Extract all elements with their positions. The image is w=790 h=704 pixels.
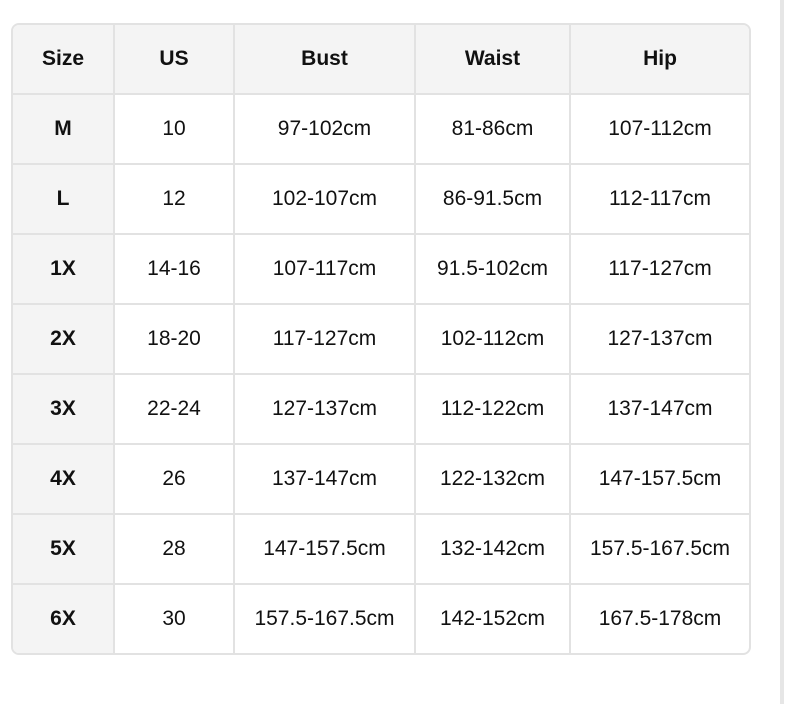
size-table: Size US Bust Waist Hip M 10 97-102cm 81-86cm 107…: [13, 25, 749, 653]
size-label: L: [13, 163, 115, 235]
table-cell: 86-91.5cm: [414, 163, 571, 235]
table-cell: 91.5-102cm: [414, 233, 571, 305]
table-cell: 112-117cm: [569, 163, 749, 235]
table-row: 1X 14-16 107-117cm 91.5-102cm 117-127cm: [13, 233, 749, 305]
column-header-size: Size: [13, 25, 115, 95]
column-header-waist: Waist: [414, 25, 571, 95]
table-cell: 157.5-167.5cm: [569, 513, 749, 585]
scrollbar-track[interactable]: [780, 0, 784, 704]
size-label: 6X: [13, 583, 115, 653]
table-row: 3X 22-24 127-137cm 112-122cm 137-147cm: [13, 373, 749, 445]
table-cell: 107-112cm: [569, 94, 749, 165]
column-header-bust: Bust: [233, 25, 416, 95]
size-label: 5X: [13, 513, 115, 585]
table-cell: 28: [113, 513, 235, 585]
table-cell: 132-142cm: [414, 513, 571, 585]
table-row: 4X 26 137-147cm 122-132cm 147-157.5cm: [13, 443, 749, 515]
size-label: M: [13, 94, 115, 165]
table-cell: 137-147cm: [569, 373, 749, 445]
size-label: 2X: [13, 303, 115, 375]
table-cell: 102-107cm: [233, 163, 416, 235]
table-row: 2X 18-20 117-127cm 102-112cm 127-137cm: [13, 303, 749, 375]
table-cell: 142-152cm: [414, 583, 571, 653]
table-cell: 167.5-178cm: [569, 583, 749, 653]
table-cell: 12: [113, 163, 235, 235]
table-cell: 18-20: [113, 303, 235, 375]
table-cell: 127-137cm: [569, 303, 749, 375]
table-cell: 97-102cm: [233, 94, 416, 165]
column-header-hip: Hip: [569, 25, 749, 95]
table-row: L 12 102-107cm 86-91.5cm 112-117cm: [13, 163, 749, 235]
table-cell: 14-16: [113, 233, 235, 305]
table-row: 5X 28 147-157.5cm 132-142cm 157.5-167.5cm: [13, 513, 749, 585]
table-cell: 137-147cm: [233, 443, 416, 515]
table-cell: 157.5-167.5cm: [233, 583, 416, 653]
column-header-us: US: [113, 25, 235, 95]
size-label: 4X: [13, 443, 115, 515]
table-cell: 102-112cm: [414, 303, 571, 375]
size-chart: Size US Bust Waist Hip M 10 97-102cm 81-86cm 107…: [11, 23, 751, 655]
table-cell: 127-137cm: [233, 373, 416, 445]
table-cell: 26: [113, 443, 235, 515]
table-cell: 22-24: [113, 373, 235, 445]
table-header-row: Size US Bust Waist Hip: [13, 25, 749, 95]
table-cell: 122-132cm: [414, 443, 571, 515]
table-cell: 147-157.5cm: [233, 513, 416, 585]
table-cell: 107-117cm: [233, 233, 416, 305]
table-row: 6X 30 157.5-167.5cm 142-152cm 167.5-178cm: [13, 583, 749, 653]
table-cell: 30: [113, 583, 235, 653]
size-label: 1X: [13, 233, 115, 305]
size-label: 3X: [13, 373, 115, 445]
table-row: M 10 97-102cm 81-86cm 107-112cm: [13, 94, 749, 165]
table-cell: 81-86cm: [414, 94, 571, 165]
table-cell: 112-122cm: [414, 373, 571, 445]
table-cell: 117-127cm: [569, 233, 749, 305]
table-cell: 10: [113, 94, 235, 165]
table-cell: 117-127cm: [233, 303, 416, 375]
table-cell: 147-157.5cm: [569, 443, 749, 515]
